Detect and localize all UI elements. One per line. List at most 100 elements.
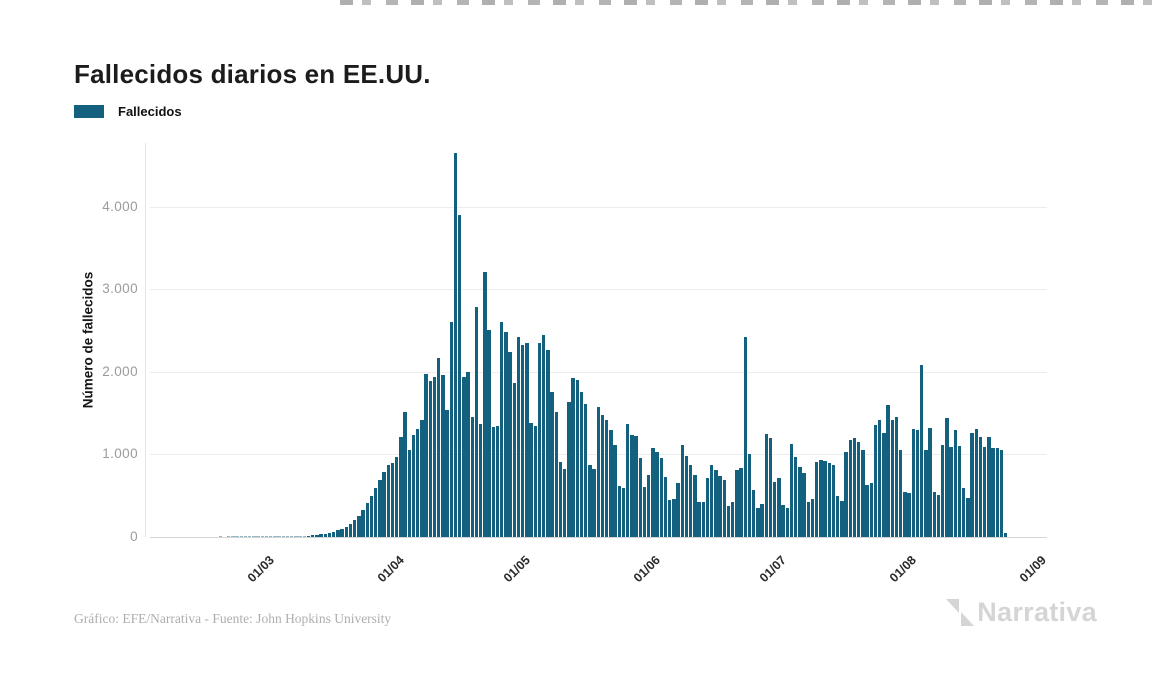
bar xyxy=(273,536,277,537)
bar xyxy=(529,423,533,537)
bar xyxy=(327,532,332,537)
bar xyxy=(894,417,899,537)
bar xyxy=(995,448,999,537)
bar xyxy=(827,463,831,537)
bar xyxy=(978,436,983,537)
bar xyxy=(525,342,529,537)
bar xyxy=(999,449,1004,537)
bar xyxy=(470,416,474,537)
bar xyxy=(407,449,411,537)
bar xyxy=(815,461,819,537)
chart-credit: Gráfico: EFE/Narrativa - Fuente: John Ho… xyxy=(74,611,392,626)
bar xyxy=(794,456,798,537)
bar xyxy=(495,426,500,537)
bar xyxy=(941,445,945,537)
legend-label: Fallecidos xyxy=(118,104,182,119)
bar xyxy=(365,503,369,537)
bar xyxy=(953,430,957,537)
bar xyxy=(915,430,920,537)
narrativa-wordmark: Narrativa xyxy=(977,597,1097,627)
bar xyxy=(970,433,974,537)
bar xyxy=(311,535,315,537)
bar xyxy=(714,469,718,537)
bar xyxy=(655,452,659,537)
bar xyxy=(575,380,579,537)
bar xyxy=(479,423,483,537)
bar xyxy=(420,419,424,537)
bar xyxy=(617,485,621,537)
bar xyxy=(277,536,281,537)
bar xyxy=(256,536,260,537)
bar xyxy=(445,409,449,537)
bar xyxy=(718,476,722,537)
bar xyxy=(823,460,827,537)
bar xyxy=(949,446,953,537)
bar xyxy=(689,465,693,537)
bar xyxy=(416,428,420,537)
bar xyxy=(390,462,395,537)
bar xyxy=(533,426,537,537)
bar xyxy=(458,214,462,537)
bar xyxy=(789,444,794,537)
bar xyxy=(579,391,584,537)
bar xyxy=(542,334,546,537)
bar xyxy=(865,485,869,537)
bar xyxy=(227,536,231,537)
bar xyxy=(668,499,672,537)
bar xyxy=(340,528,344,537)
bar xyxy=(760,503,764,537)
bar xyxy=(399,437,403,537)
chart-title: Fallecidos diarios en EE.UU. xyxy=(74,59,431,90)
narrativa-logo-icon xyxy=(946,599,975,626)
bar xyxy=(882,432,886,537)
bar xyxy=(752,490,756,537)
bar xyxy=(684,455,689,537)
bar xyxy=(613,444,617,537)
bar xyxy=(676,482,680,537)
bar xyxy=(630,434,634,537)
bar xyxy=(588,465,592,537)
bar xyxy=(798,466,802,537)
bar xyxy=(348,523,353,537)
bar xyxy=(592,469,596,537)
bar xyxy=(836,495,840,537)
bar xyxy=(659,457,663,537)
bar xyxy=(878,419,882,537)
bar xyxy=(281,536,285,537)
bar xyxy=(441,374,445,537)
bar xyxy=(735,469,739,537)
gridline xyxy=(150,537,1047,538)
bar xyxy=(1004,532,1008,537)
bar xyxy=(840,500,844,537)
bar xyxy=(453,152,458,537)
bar xyxy=(991,447,995,537)
bar xyxy=(638,458,642,537)
bar xyxy=(634,436,638,537)
plot-area xyxy=(145,140,1047,538)
bar xyxy=(336,530,340,537)
bar xyxy=(831,465,836,537)
bar xyxy=(294,536,298,537)
bar xyxy=(411,435,416,537)
bar xyxy=(374,488,378,537)
bar xyxy=(248,536,252,537)
bar xyxy=(357,515,361,537)
bar xyxy=(369,495,374,537)
bar xyxy=(571,377,575,537)
bar xyxy=(647,475,651,537)
bar xyxy=(600,414,605,537)
bar xyxy=(395,456,399,537)
bar xyxy=(508,351,512,537)
bar xyxy=(264,536,269,537)
bar xyxy=(731,501,735,537)
bar xyxy=(483,272,487,537)
bar xyxy=(474,306,479,537)
bar xyxy=(491,426,495,537)
y-tick-label: 4.000 xyxy=(102,198,138,214)
bar xyxy=(705,477,710,537)
bar xyxy=(361,509,365,537)
bar xyxy=(537,343,542,537)
bar xyxy=(844,451,848,537)
bar xyxy=(873,424,878,537)
bar xyxy=(344,526,348,537)
